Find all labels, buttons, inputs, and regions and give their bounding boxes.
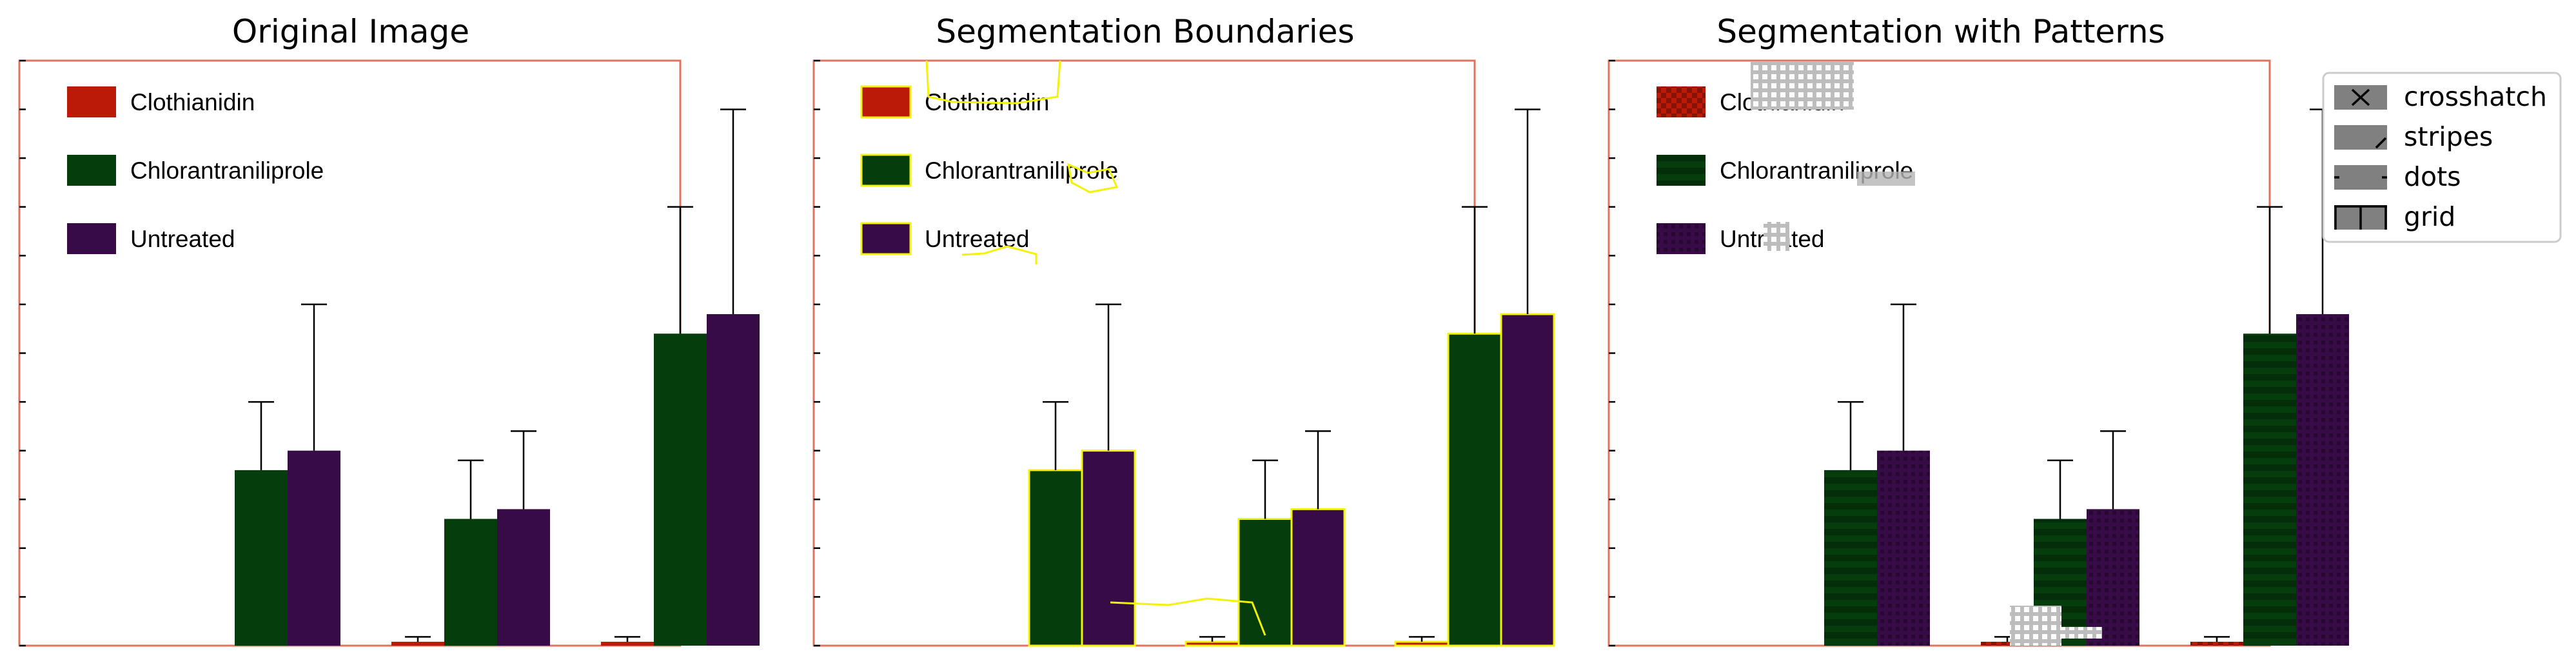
pattern-label: dots — [2404, 161, 2461, 192]
bar — [1501, 314, 1554, 646]
bar-pattern — [2243, 333, 2296, 646]
bar-pattern — [1824, 470, 1877, 646]
segment-boundary — [961, 245, 1037, 264]
pattern-label: grid — [2404, 201, 2455, 232]
bar-pattern — [1877, 450, 1930, 646]
segment-boundary — [1067, 163, 1119, 194]
plot-frame — [1608, 59, 2271, 647]
bar — [497, 509, 550, 646]
segment-overlay — [1857, 172, 1915, 186]
pattern-label: crosshatch — [2404, 81, 2547, 112]
bar — [1448, 333, 1501, 646]
segment-boundary — [1110, 597, 1266, 636]
segment-overlay — [1764, 222, 1789, 251]
pattern-legend-frame — [2322, 72, 2562, 243]
legend-label: Chlorantraniliprole — [925, 157, 1118, 184]
crosshatch-icon-mark — [2351, 88, 2370, 106]
pattern-legend-item: grid — [2334, 201, 2455, 232]
panel-boundaries: Segmentation Boundaries ClothianidinChlo… — [812, 13, 1555, 647]
legend-swatch — [860, 85, 912, 119]
segment-boundary — [925, 60, 1061, 104]
segment-overlay — [2060, 627, 2102, 639]
bar-pattern — [2296, 314, 2349, 646]
panel-patterns: Segmentation with Patterns ClothianidinC… — [1608, 13, 2349, 647]
grid-icon-mark — [2334, 205, 2387, 230]
plot-area: Clothianidin Chlorantraniliprole Untreated — [18, 59, 760, 647]
legend-swatch-pattern — [1657, 223, 1706, 254]
legend-swatch — [67, 155, 116, 186]
legend-swatch — [67, 86, 116, 117]
bar-pattern — [2087, 509, 2139, 646]
bar — [654, 333, 707, 646]
pattern-legend-item: dots — [2334, 161, 2461, 192]
bar — [391, 641, 444, 646]
bar-pattern — [1981, 641, 2034, 646]
dots-icon — [2334, 165, 2387, 190]
stripes-icon-mark — [2375, 137, 2387, 149]
pattern-legend-item: stripes — [2334, 121, 2493, 152]
panel-title: Segmentation Boundaries — [936, 13, 1354, 50]
legend-label: Untreated — [130, 226, 235, 252]
panel-original: Original Image Clothianidin Chlorantranil… — [18, 13, 760, 647]
legend-label: Clothianidin — [130, 89, 255, 115]
plot-frame — [18, 59, 682, 647]
legend-swatch — [860, 222, 912, 255]
pattern-label: stripes — [2404, 121, 2493, 152]
legend-swatch — [860, 154, 912, 187]
bar — [1292, 509, 1344, 646]
bar — [235, 470, 288, 646]
bar — [1029, 470, 1082, 646]
pattern-legend: crosshatch stripes dots grid — [2322, 72, 2562, 243]
legend-swatch-pattern — [1657, 155, 1706, 186]
legend-label: Chlorantraniliprole — [130, 157, 324, 184]
bar — [1395, 641, 1448, 646]
bar — [707, 314, 760, 646]
bar — [601, 641, 654, 646]
panel-title: Segmentation with Patterns — [1716, 13, 2165, 50]
bar — [1186, 641, 1239, 646]
bar — [288, 450, 340, 646]
plot-frame — [812, 59, 1476, 647]
panel-title: Original Image — [232, 13, 469, 50]
bar — [1239, 519, 1292, 646]
bar-pattern — [2190, 641, 2243, 646]
bar — [444, 519, 497, 646]
legend-swatch — [67, 223, 116, 254]
pattern-legend-item: crosshatch — [2334, 81, 2547, 112]
segment-overlay — [1751, 62, 1854, 110]
legend-swatch-pattern — [1657, 86, 1706, 117]
segment-overlay — [2010, 606, 2061, 646]
bar — [1082, 450, 1135, 646]
